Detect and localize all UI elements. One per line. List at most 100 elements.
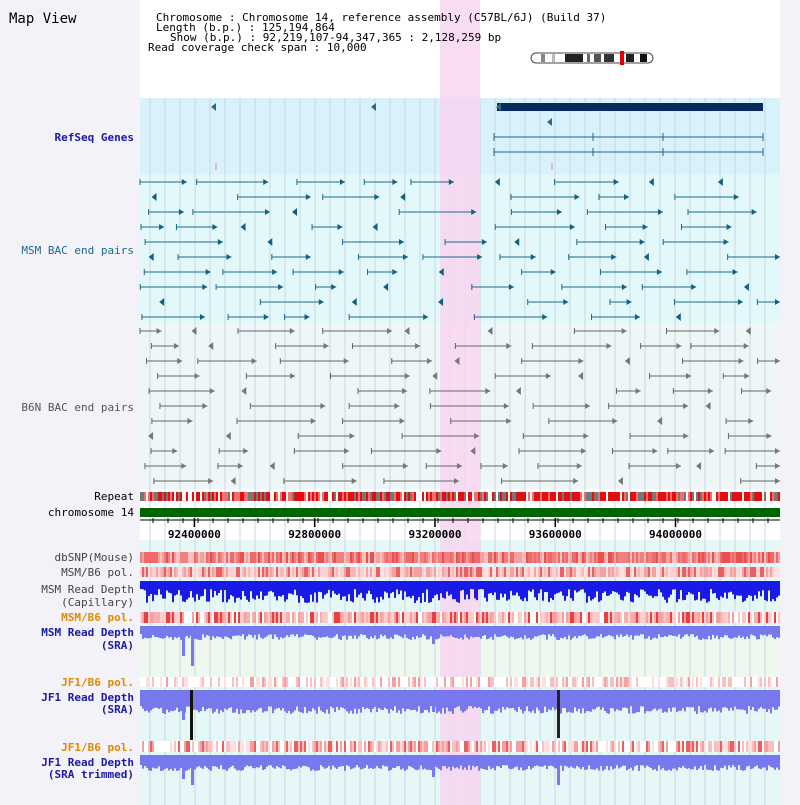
label-msm-b6-pol[interactable]: MSM/B6 pol.: [61, 566, 134, 579]
repeat-element: [666, 492, 668, 501]
depth-bar: [700, 755, 702, 766]
msm-b6-pol-track[interactable]: [140, 567, 780, 577]
depth-bar: [318, 755, 320, 771]
label-b6n-bac-end-pairs[interactable]: B6N BAC end pairs: [21, 401, 134, 414]
b6n-bac-pair-arrow: [209, 388, 215, 394]
refseq-genes-track[interactable]: [211, 103, 764, 170]
pol-cell: [456, 741, 458, 752]
jf1-read-depth-sra-track[interactable]: [140, 690, 780, 740]
pol-cell: [496, 567, 498, 577]
depth-bar: [384, 581, 386, 592]
chromosome-ideogram[interactable]: [530, 51, 654, 65]
pol-cell: [684, 741, 686, 752]
dbsnp-cell: [320, 552, 322, 563]
dbsnp-cell: [508, 552, 510, 563]
label-jf1-b6-pol[interactable]: JF1/B6 pol.: [61, 676, 134, 689]
jf1-b6-pol-track[interactable]: [140, 677, 780, 687]
depth-bar: [548, 755, 550, 766]
dbsnp-cell: [648, 552, 650, 563]
depth-bar: [658, 626, 660, 635]
pol-cell: [294, 612, 296, 623]
jf1-b6-pol-track-2[interactable]: [140, 741, 780, 752]
info-coverage-span: Read coverage check span : 10,000: [148, 41, 367, 54]
dbsnp-cell: [750, 552, 752, 563]
b6n-bac-end-pairs-track[interactable]: [139, 327, 780, 485]
depth-bar: [576, 690, 578, 712]
msm-read-depth-sra-track[interactable]: [140, 626, 780, 666]
dbsnp-cell: [170, 552, 172, 563]
repeat-track[interactable]: [140, 492, 780, 501]
depth-bar: [726, 626, 728, 636]
pol-cell: [766, 677, 768, 687]
depth-bar: [144, 626, 146, 638]
depth-bar: [316, 626, 318, 640]
dbsnp-mouse-track[interactable]: [140, 552, 780, 563]
dbsnp-cell: [356, 552, 358, 563]
depth-bar: [478, 626, 480, 637]
pol-cell: [456, 612, 458, 623]
pol-cell: [338, 677, 340, 687]
repeat-element: [574, 492, 576, 501]
label-msm-read-depth-cap-1[interactable]: MSM Read Depth: [41, 583, 134, 596]
repeat-element: [186, 492, 188, 501]
depth-bar: [520, 626, 522, 638]
label-jf1-read-depth-sra-1[interactable]: JF1 Read Depth: [41, 691, 134, 704]
label-repeat[interactable]: Repeat: [94, 490, 134, 503]
msm-read-depth-capillary-track[interactable]: [140, 581, 780, 603]
depth-bar: [744, 690, 746, 711]
depth-bar: [674, 581, 676, 590]
pol-cell: [742, 567, 744, 577]
dbsnp-cell: [514, 552, 516, 563]
depth-bar: [450, 755, 452, 771]
depth-bar: [526, 755, 528, 770]
repeat-element: [328, 492, 330, 501]
depth-bar: [304, 581, 306, 603]
depth-bar: [212, 581, 214, 598]
pol-cell: [150, 677, 152, 687]
b6n-bac-pair-arrow: [606, 343, 612, 349]
pol-cell: [274, 567, 276, 577]
depth-bar: [204, 755, 206, 766]
pol-cell: [696, 741, 698, 752]
pol-cell: [418, 741, 420, 752]
depth-bar: [760, 626, 762, 635]
pol-cell: [364, 677, 366, 687]
msm-bac-end-pairs-track[interactable]: [139, 178, 780, 321]
label-jf1-read-depth-trim-1[interactable]: JF1 Read Depth: [41, 756, 134, 769]
jf1-read-depth-trimmed-track[interactable]: [140, 755, 780, 785]
depth-bar: [344, 581, 346, 597]
label-msm-bac-end-pairs[interactable]: MSM BAC end pairs: [21, 244, 134, 257]
pol-cell: [580, 677, 582, 687]
msm-b6-pol-track-2[interactable]: [140, 612, 780, 623]
repeat-element: [434, 492, 436, 501]
depth-bar: [178, 755, 180, 771]
pol-cell: [402, 677, 404, 687]
label-dbsnp[interactable]: dbSNP(Mouse): [55, 551, 134, 564]
depth-bar: [200, 581, 202, 597]
dbsnp-cell: [542, 552, 544, 563]
label-refseq-genes[interactable]: RefSeq Genes: [55, 131, 134, 144]
pol-cell: [204, 741, 206, 752]
repeat-element: [772, 492, 774, 501]
dbsnp-cell: [748, 552, 750, 563]
pol-cell: [398, 741, 400, 752]
pol-cell: [638, 612, 640, 623]
pol-cell: [584, 612, 586, 623]
label-msm-read-depth-sra-1[interactable]: MSM Read Depth: [41, 626, 134, 639]
selection-highlight[interactable]: [440, 0, 480, 805]
pol-cell: [760, 741, 762, 752]
repeat-element: [568, 492, 570, 501]
depth-bar: [428, 581, 430, 603]
label-msm-b6-pol-2[interactable]: MSM/B6 pol.: [61, 611, 134, 624]
pol-cell: [488, 741, 490, 752]
label-jf1-b6-pol-2[interactable]: JF1/B6 pol.: [61, 741, 134, 754]
depth-bar: [528, 581, 530, 591]
dbsnp-cell: [176, 552, 178, 563]
pol-cell: [532, 567, 534, 577]
depth-bar: [518, 581, 520, 597]
pol-cell: [520, 741, 522, 752]
depth-bar: [344, 755, 346, 771]
dbsnp-cell: [260, 552, 262, 563]
depth-bar: [220, 626, 222, 638]
